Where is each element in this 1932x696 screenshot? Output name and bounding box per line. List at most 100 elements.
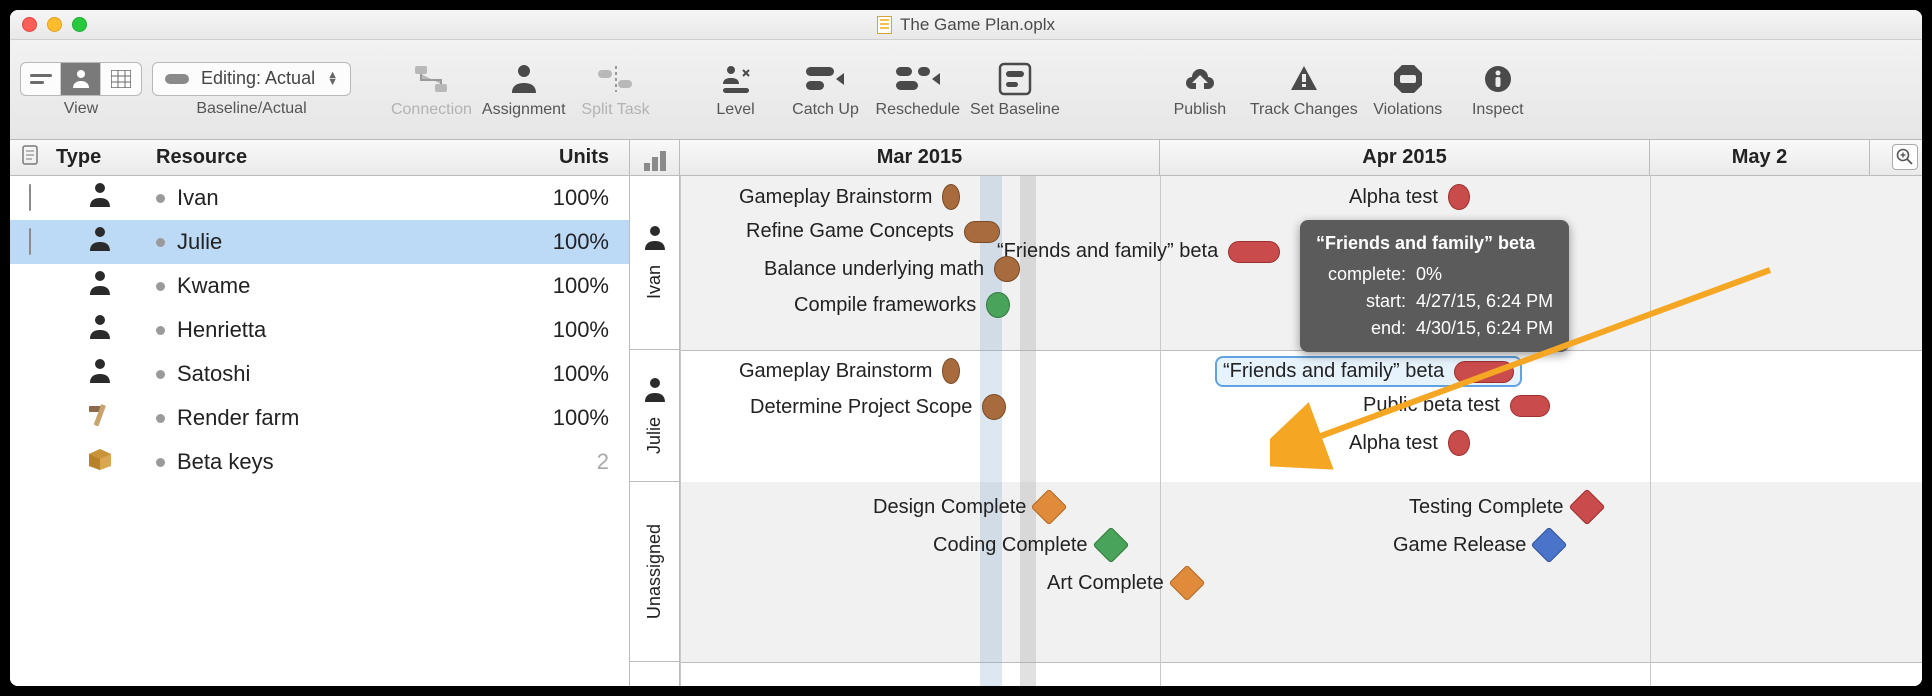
gantt-task[interactable]: “Friends and family” beta: [1217, 358, 1520, 385]
baseline-group: Editing: Actual ▲▼ Baseline/Actual: [152, 62, 351, 118]
level-button[interactable]: Level: [696, 61, 776, 119]
gantt-task[interactable]: Alpha test: [1349, 184, 1470, 210]
timeline-months[interactable]: Mar 2015Apr 2015May 2: [680, 140, 1922, 175]
minimize-window-button[interactable]: [47, 17, 62, 32]
gantt-task[interactable]: Balance underlying math: [764, 256, 1020, 282]
status-dot: [156, 194, 165, 203]
gantt-task[interactable]: Determine Project Scope: [750, 394, 1006, 420]
task-bar: [1448, 430, 1470, 456]
view-switcher-group: View: [20, 62, 142, 118]
task-label: Gameplay Brainstorm: [739, 360, 932, 383]
swimlane-name: Unassigned: [644, 524, 665, 619]
inspect-icon: [1483, 61, 1513, 97]
col-resource[interactable]: Resource: [150, 146, 509, 169]
window-controls: [22, 17, 87, 32]
resource-units: 2: [509, 449, 629, 475]
task-label: Coding Complete: [933, 534, 1088, 557]
task-label: Game Release: [1393, 534, 1526, 557]
resource-row[interactable]: Render farm100%: [10, 396, 629, 440]
gantt-task[interactable]: Gameplay Brainstorm: [739, 358, 960, 384]
connection-button[interactable]: Connection: [391, 61, 472, 119]
violations-icon: [1392, 61, 1424, 97]
resource-row[interactable]: Ivan100%: [10, 176, 629, 220]
resource-row[interactable]: Henrietta100%: [10, 308, 629, 352]
stepper-icon: ▲▼: [327, 72, 338, 86]
publish-label: Publish: [1174, 101, 1226, 119]
gantt-task[interactable]: Testing Complete: [1409, 494, 1600, 520]
notes-column-icon[interactable]: [10, 145, 50, 171]
gantt-task[interactable]: Coding Complete: [933, 532, 1124, 558]
task-bar: [964, 221, 1000, 243]
gantt-task[interactable]: Design Complete: [873, 494, 1062, 520]
month-header[interactable]: Mar 2015: [680, 140, 1160, 175]
gantt-task[interactable]: Game Release: [1393, 532, 1562, 558]
gantt-task[interactable]: Art Complete: [1047, 570, 1200, 596]
toolbar: View Editing: Actual ▲▼ Baseline/Actual …: [10, 40, 1922, 140]
magnifier-plus-icon: [1896, 148, 1914, 166]
task-label: “Friends and family” beta: [997, 240, 1218, 263]
view-mode-resource[interactable]: [61, 63, 101, 95]
resource-rows: Ivan100%Julie100%Kwame100%Henrietta100%S…: [10, 176, 629, 484]
note-icon[interactable]: [29, 228, 31, 255]
reschedule-label: Reschedule: [876, 101, 961, 119]
zoom-window-button[interactable]: [72, 17, 87, 32]
resource-row[interactable]: Julie100%: [10, 220, 629, 264]
task-bar: [942, 184, 960, 210]
histogram-toggle[interactable]: [630, 140, 680, 175]
view-mode-calendar[interactable]: [101, 63, 141, 95]
gantt-task[interactable]: Refine Game Concepts: [746, 220, 1000, 243]
gantt-task[interactable]: “Friends and family” beta: [997, 240, 1280, 263]
gantt-task[interactable]: Gameplay Brainstorm: [739, 184, 960, 210]
person-icon: [89, 182, 111, 214]
resource-name: Beta keys: [177, 449, 274, 475]
assignment-button[interactable]: Assignment: [482, 61, 566, 119]
gantt-task[interactable]: Alpha test: [1349, 430, 1470, 456]
status-dot: [156, 238, 165, 247]
col-units[interactable]: Units: [509, 146, 629, 169]
zoom-in-button[interactable]: [1892, 144, 1918, 170]
reschedule-button[interactable]: Reschedule: [876, 61, 961, 119]
set-baseline-label: Set Baseline: [970, 101, 1060, 119]
baseline-actual-selector[interactable]: Editing: Actual ▲▼: [152, 62, 351, 96]
document-icon: [877, 16, 892, 34]
person-icon: [89, 226, 111, 258]
status-dot: [156, 326, 165, 335]
note-icon[interactable]: [29, 184, 31, 211]
view-mode-outline[interactable]: [21, 63, 61, 95]
violations-button[interactable]: Violations: [1368, 61, 1448, 119]
resource-name: Henrietta: [177, 317, 266, 343]
col-type[interactable]: Type: [50, 146, 150, 169]
resource-columns-header: Type Resource Units: [10, 140, 629, 176]
gantt-task[interactable]: Compile frameworks: [794, 292, 1010, 318]
swimlane-label: Unassigned: [630, 482, 679, 662]
resource-name: Satoshi: [177, 361, 250, 387]
view-label: View: [64, 100, 98, 118]
inspect-button[interactable]: Inspect: [1458, 61, 1538, 119]
task-bar: [986, 292, 1010, 318]
catch-up-button[interactable]: Catch Up: [786, 61, 866, 119]
set-baseline-button[interactable]: Set Baseline: [970, 61, 1060, 119]
connection-icon: [413, 61, 449, 97]
view-switcher[interactable]: [20, 62, 142, 96]
catch-up-icon: [806, 61, 846, 97]
gantt-task[interactable]: Public beta test: [1363, 394, 1550, 417]
close-window-button[interactable]: [22, 17, 37, 32]
task-label: Balance underlying math: [764, 258, 984, 281]
task-bar: [942, 358, 960, 384]
resource-row[interactable]: Beta keys 2: [10, 440, 629, 484]
resource-row[interactable]: Satoshi100%: [10, 352, 629, 396]
task-bar: [1510, 395, 1550, 417]
swimlane-name: Julie: [644, 417, 665, 454]
task-bar: [994, 256, 1020, 282]
milestone-icon: [1092, 527, 1129, 564]
month-header[interactable]: May 2: [1650, 140, 1870, 175]
inspect-label: Inspect: [1472, 101, 1524, 119]
track-changes-label: Track Changes: [1250, 101, 1358, 119]
track-changes-button[interactable]: Track Changes: [1250, 61, 1358, 119]
month-header[interactable]: Apr 2015: [1160, 140, 1650, 175]
swimlane-label: Julie: [630, 350, 679, 482]
publish-button[interactable]: Publish: [1160, 61, 1240, 119]
split-task-button[interactable]: Split Task: [576, 61, 656, 119]
resource-row[interactable]: Kwame100%: [10, 264, 629, 308]
task-label: Design Complete: [873, 496, 1026, 519]
